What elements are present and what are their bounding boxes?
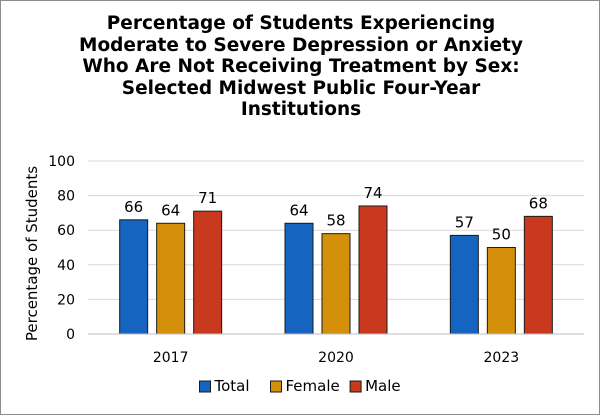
x-tick-label: 2020: [318, 350, 354, 366]
data-label: 66: [124, 198, 143, 216]
data-label: 64: [161, 201, 180, 219]
chart-title: Percentage of Students Experiencing Mode…: [21, 13, 581, 121]
x-tick-label: 2023: [484, 350, 520, 366]
chart-title-line: Moderate to Severe Depression or Anxiety: [79, 34, 523, 56]
legend-swatch-total: [199, 380, 211, 393]
data-label: 74: [363, 184, 382, 202]
y-tick-label: 40: [57, 258, 75, 274]
y-axis-ticks: 0 20 40 60 80 100: [48, 154, 75, 343]
legend: Total Female Male: [199, 377, 401, 395]
data-label: 58: [326, 212, 345, 230]
bar-male-2020: [358, 205, 388, 335]
bar-total-2017: [119, 219, 149, 335]
data-label: 50: [492, 226, 511, 244]
legend-label-female: Female: [286, 377, 340, 395]
bars: [119, 205, 553, 335]
x-axis-ticks: 2017 2020 2023: [153, 350, 519, 366]
y-tick-label: 100: [48, 154, 75, 170]
data-label: 71: [198, 189, 217, 207]
x-tick-label: 2017: [153, 350, 189, 366]
chart-title-line: Institutions: [240, 99, 362, 120]
bar-female-2020: [321, 233, 351, 335]
y-tick-label: 0: [66, 327, 75, 343]
data-label: 68: [529, 194, 548, 212]
bar-total-2020: [284, 222, 314, 335]
bar-female-2017: [156, 222, 186, 335]
legend-swatch-female: [270, 380, 282, 393]
bar-male-2017: [193, 210, 223, 335]
y-tick-label: 60: [57, 223, 75, 239]
chart-title-line: Percentage of Students Experiencing: [106, 13, 496, 34]
data-label: 64: [289, 201, 308, 219]
y-tick-label: 20: [57, 292, 75, 308]
data-label: 57: [455, 213, 474, 231]
bar-female-2023: [486, 247, 516, 335]
bar-male-2023: [523, 215, 553, 335]
data-labels: 66 64 71 64 58 74 57 50 68: [124, 184, 548, 244]
legend-swatch-male: [349, 380, 362, 393]
bar-total-2023: [449, 234, 479, 335]
y-tick-label: 80: [57, 189, 75, 205]
y-axis-title: Percentage of Students: [23, 166, 41, 341]
legend-label-male: Male: [365, 377, 401, 395]
chart-title-line: Selected Midwest Public Four-Year: [121, 77, 481, 99]
chart-title-line: Who Are Not Receiving Treatment by Sex:: [82, 56, 520, 77]
legend-label-total: Total: [214, 377, 250, 395]
